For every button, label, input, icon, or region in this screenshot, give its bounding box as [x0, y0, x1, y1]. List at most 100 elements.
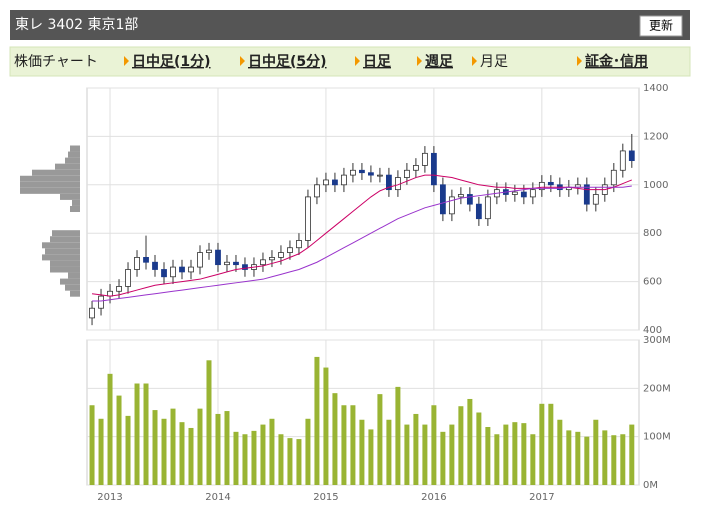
volume-bar: [521, 423, 527, 485]
tab[interactable]: 日中足(5分): [248, 53, 327, 70]
price-profile-bar: [50, 266, 80, 273]
volume-bar: [512, 422, 518, 485]
price-profile-bar: [60, 193, 80, 200]
price-panel: [86, 87, 640, 331]
tab-marker: [124, 56, 129, 66]
x-tick-label: 2015: [313, 492, 338, 503]
volume-bar: [278, 434, 284, 485]
candle-body: [152, 261, 158, 270]
volume-bar: [458, 406, 464, 485]
price-profile-bar: [45, 248, 80, 255]
price-profile-bar: [32, 169, 80, 176]
candle-body: [215, 249, 221, 266]
volume-bar: [269, 418, 275, 485]
volume-bar: [602, 430, 608, 485]
candle-body: [475, 203, 482, 220]
candle-body: [484, 196, 491, 220]
price-profile-bar: [70, 145, 80, 152]
tab: 月足: [480, 54, 508, 70]
volume-bar: [467, 398, 473, 485]
tab-marker: [472, 56, 477, 66]
candle-body: [233, 261, 239, 266]
volume-bar: [152, 410, 158, 485]
volume-bar: [161, 418, 167, 485]
volume-bar: [260, 424, 266, 485]
price-profile-bar: [50, 236, 80, 243]
volume-bar: [539, 403, 545, 485]
volume-bar: [494, 434, 500, 485]
volume-bar: [557, 419, 563, 485]
candle-body: [448, 196, 455, 215]
tab-marker: [355, 56, 360, 66]
candle-body: [359, 169, 365, 174]
volume-bar: [215, 413, 221, 485]
candle-body: [323, 179, 329, 186]
volume-bar: [206, 360, 212, 485]
tab-bar: [9, 46, 691, 77]
candle-body: [412, 165, 419, 171]
candle-body: [520, 191, 527, 198]
volume-bar: [566, 430, 572, 485]
candle-body: [547, 181, 554, 186]
volume-bar: [323, 367, 329, 485]
candle-body: [125, 269, 131, 287]
tab-marker: [240, 56, 245, 66]
x-tick-label: 2013: [97, 492, 122, 503]
moving-average: [91, 174, 632, 297]
y-tick-label: 1400: [643, 83, 668, 94]
volume-bar: [224, 411, 230, 485]
candle-body: [89, 307, 95, 319]
candle-body: [529, 189, 536, 198]
volume-bar: [359, 419, 365, 485]
volume-bar: [107, 373, 113, 485]
price-profile-bar: [65, 157, 80, 164]
header-title: 東レ 3402 東京1部: [15, 17, 138, 33]
price-profile-bar: [65, 284, 80, 291]
tab[interactable]: 週足: [425, 54, 454, 70]
volume-bar: [170, 408, 176, 485]
candle-body: [457, 194, 464, 198]
volume-bar: [584, 436, 590, 485]
candle-body: [628, 150, 635, 161]
refresh-button[interactable]: [639, 15, 683, 37]
price-profile-bar: [70, 206, 80, 212]
tab[interactable]: 日足: [363, 54, 392, 70]
y-tick-label: 0M: [643, 480, 658, 491]
y-tick-label: 200M: [643, 383, 671, 394]
volume-bar: [296, 439, 302, 485]
candle-body: [116, 286, 122, 292]
candle-body: [296, 240, 302, 249]
volume-bar: [305, 418, 311, 485]
x-tick-label: 2014: [205, 492, 230, 503]
candle-body: [421, 152, 428, 166]
candle-body: [592, 194, 599, 205]
moving-average: [92, 185, 632, 302]
candle-body: [430, 152, 437, 186]
volume-bar: [368, 429, 374, 485]
candle-body: [368, 172, 374, 176]
candle-body: [305, 196, 311, 241]
candle-body: [260, 259, 266, 266]
candle-body: [197, 252, 203, 268]
volume-bar: [440, 431, 446, 485]
volume-bar: [197, 408, 203, 485]
volume-bar: [530, 434, 536, 485]
tab[interactable]: 証金･信用: [585, 53, 648, 70]
volume-bar: [422, 424, 428, 485]
candle-body: [386, 174, 392, 191]
candle-body: [439, 184, 446, 215]
volume-bar: [575, 431, 581, 485]
price-profile-bar: [20, 175, 80, 182]
price-profile-bar: [60, 278, 80, 285]
refresh-button-label[interactable]: 更新: [649, 18, 673, 33]
candle-body: [314, 184, 320, 198]
volume-bar: [89, 405, 95, 485]
volume-bar: [431, 405, 437, 485]
candle-body: [269, 256, 275, 261]
candle-body: [377, 174, 383, 177]
price-profile-bar: [70, 290, 80, 297]
y-tick-label: 1000: [643, 180, 668, 191]
tab[interactable]: 日中足(1分): [132, 53, 211, 70]
candle-body: [242, 264, 248, 270]
candle-body: [143, 256, 149, 263]
